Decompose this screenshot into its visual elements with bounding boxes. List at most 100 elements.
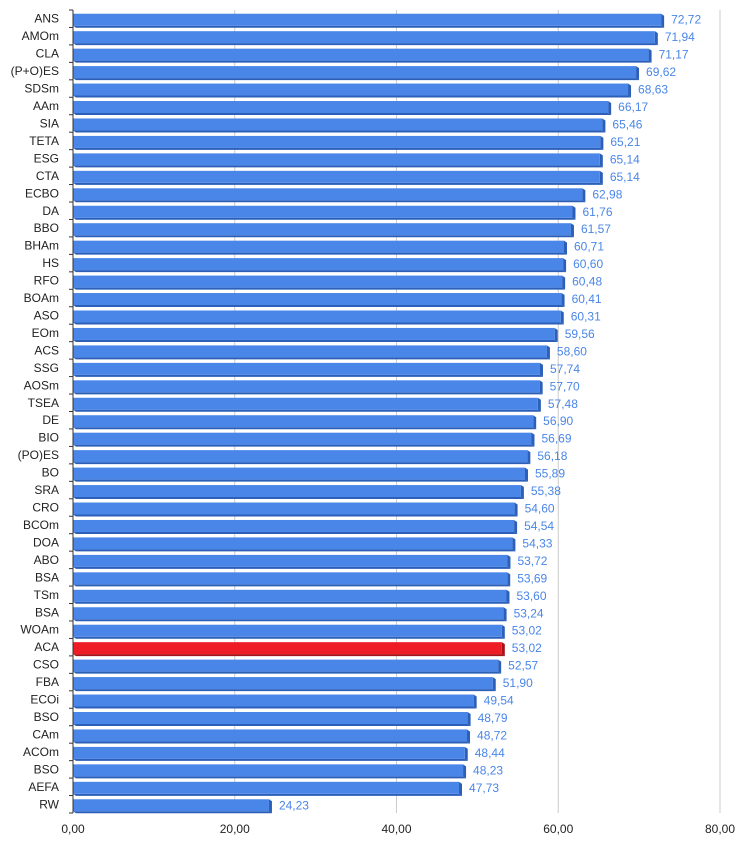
value-label: 66,17 bbox=[618, 100, 648, 114]
value-label: 58,60 bbox=[557, 344, 587, 358]
bar bbox=[73, 432, 532, 445]
bar-bottom bbox=[73, 444, 535, 447]
value-label: 48,72 bbox=[477, 728, 507, 742]
bar bbox=[73, 205, 573, 218]
value-label: 53,24 bbox=[514, 606, 544, 620]
bar-group bbox=[73, 327, 558, 342]
category-label: SIA bbox=[40, 116, 59, 130]
value-label: 53,69 bbox=[517, 571, 547, 585]
bar-group bbox=[73, 572, 511, 587]
value-label: 65,14 bbox=[610, 170, 640, 184]
bar-group bbox=[73, 310, 564, 325]
bar-group bbox=[73, 694, 477, 709]
bar bbox=[73, 380, 540, 393]
bar-bottom bbox=[73, 252, 567, 255]
bar-side bbox=[525, 467, 529, 482]
bar-group bbox=[73, 677, 496, 692]
bar-side bbox=[600, 135, 604, 150]
bar-group bbox=[73, 746, 468, 761]
bar-side bbox=[636, 66, 640, 81]
bar-side bbox=[537, 397, 541, 412]
value-label: 57,48 bbox=[548, 397, 578, 411]
category-label: RFO bbox=[34, 274, 59, 288]
category-label: CTA bbox=[36, 169, 59, 183]
bar-bottom bbox=[73, 497, 524, 500]
value-label: 51,90 bbox=[503, 676, 533, 690]
bar-group bbox=[73, 729, 471, 744]
value-label: 53,02 bbox=[512, 624, 542, 638]
bar-side bbox=[562, 275, 566, 290]
bar-side bbox=[492, 677, 496, 692]
bar bbox=[73, 118, 603, 131]
category-label: BSA bbox=[35, 605, 59, 619]
category-label: (PO)ES bbox=[18, 448, 59, 462]
bar-side bbox=[527, 450, 531, 465]
bar bbox=[73, 345, 547, 358]
bar-bottom bbox=[73, 322, 564, 325]
bar bbox=[73, 485, 521, 498]
bar-side bbox=[628, 83, 632, 98]
value-label: 24,23 bbox=[279, 798, 309, 812]
value-label: 49,54 bbox=[484, 694, 514, 708]
value-label: 48,44 bbox=[475, 746, 505, 760]
category-label: HS bbox=[42, 256, 59, 270]
bar-group bbox=[73, 13, 665, 28]
bar-bottom bbox=[73, 723, 471, 726]
bar-group bbox=[73, 711, 471, 726]
bar-side bbox=[561, 293, 565, 308]
category-label: FBA bbox=[36, 675, 59, 689]
bar-side bbox=[514, 519, 518, 534]
bar-side bbox=[501, 642, 505, 657]
value-label: 53,02 bbox=[512, 641, 542, 655]
bar-group bbox=[73, 380, 543, 395]
category-label: AOSm bbox=[24, 378, 59, 392]
category-label: AAm bbox=[33, 99, 59, 113]
category-label: BO bbox=[42, 466, 59, 480]
bar-side bbox=[599, 170, 603, 185]
value-label: 57,74 bbox=[550, 362, 580, 376]
bar-side bbox=[463, 764, 467, 779]
bar-bottom bbox=[73, 113, 612, 116]
bar-side bbox=[560, 310, 564, 325]
value-label: 57,70 bbox=[550, 379, 580, 393]
value-label: 47,73 bbox=[469, 781, 499, 795]
bar-bottom bbox=[73, 235, 574, 238]
bar bbox=[73, 607, 504, 620]
bar-side bbox=[459, 781, 463, 796]
bar bbox=[73, 240, 564, 253]
bar-side bbox=[648, 48, 652, 63]
category-label: CSO bbox=[33, 658, 59, 672]
category-label: ECBO bbox=[25, 186, 59, 200]
bar bbox=[73, 519, 515, 532]
bar-side bbox=[531, 432, 535, 447]
bar-side bbox=[599, 153, 603, 168]
bar bbox=[73, 31, 655, 44]
bar bbox=[73, 13, 662, 26]
y-axis-ticks bbox=[69, 9, 73, 814]
bar-group bbox=[73, 153, 603, 168]
bar-bottom bbox=[73, 147, 604, 150]
bar-bottom bbox=[73, 392, 543, 395]
value-label: 72,72 bbox=[671, 13, 701, 27]
bar-group bbox=[73, 48, 652, 63]
bar-bottom bbox=[73, 811, 272, 814]
category-label: BSO bbox=[34, 710, 59, 724]
bar-group bbox=[73, 362, 543, 377]
bar-bottom bbox=[73, 60, 652, 63]
value-label: 60,60 bbox=[573, 257, 603, 271]
bar-bottom bbox=[73, 793, 463, 796]
bar bbox=[73, 537, 513, 550]
bar-group bbox=[73, 293, 565, 308]
bar-bottom bbox=[73, 43, 658, 46]
value-label: 69,62 bbox=[646, 65, 676, 79]
category-label: BBO bbox=[34, 221, 59, 235]
bar-group bbox=[73, 450, 531, 465]
bar-bottom bbox=[73, 741, 471, 744]
bar-side bbox=[602, 118, 606, 133]
bar-side bbox=[654, 31, 658, 46]
bar bbox=[73, 223, 571, 236]
value-label: 61,57 bbox=[581, 222, 611, 236]
category-label: CAm bbox=[32, 727, 59, 741]
category-label: BSO bbox=[34, 762, 59, 776]
